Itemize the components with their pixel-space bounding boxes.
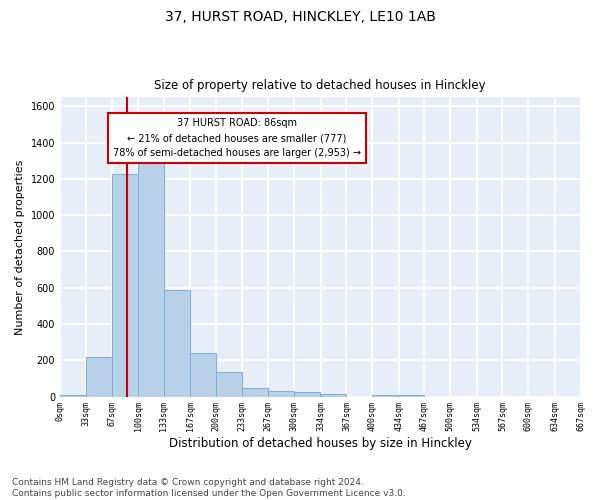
Bar [242,388,268,396]
Bar [216,372,242,396]
Bar [60,395,86,396]
Text: Contains HM Land Registry data © Crown copyright and database right 2024.
Contai: Contains HM Land Registry data © Crown c… [12,478,406,498]
Bar [112,174,138,396]
X-axis label: Distribution of detached houses by size in Hinckley: Distribution of detached houses by size … [169,437,472,450]
Bar [86,356,112,397]
Text: 37 HURST ROAD: 86sqm
← 21% of detached houses are smaller (777)
78% of semi-deta: 37 HURST ROAD: 86sqm ← 21% of detached h… [113,118,361,158]
Bar [268,391,294,396]
Bar [320,394,346,396]
Bar [190,353,216,397]
Bar [294,392,320,396]
Bar [164,290,190,397]
Text: 37, HURST ROAD, HINCKLEY, LE10 1AB: 37, HURST ROAD, HINCKLEY, LE10 1AB [164,10,436,24]
Title: Size of property relative to detached houses in Hinckley: Size of property relative to detached ho… [154,79,486,92]
Y-axis label: Number of detached properties: Number of detached properties [15,160,25,334]
Bar [372,395,398,396]
Bar [398,395,424,396]
Bar [138,162,164,396]
